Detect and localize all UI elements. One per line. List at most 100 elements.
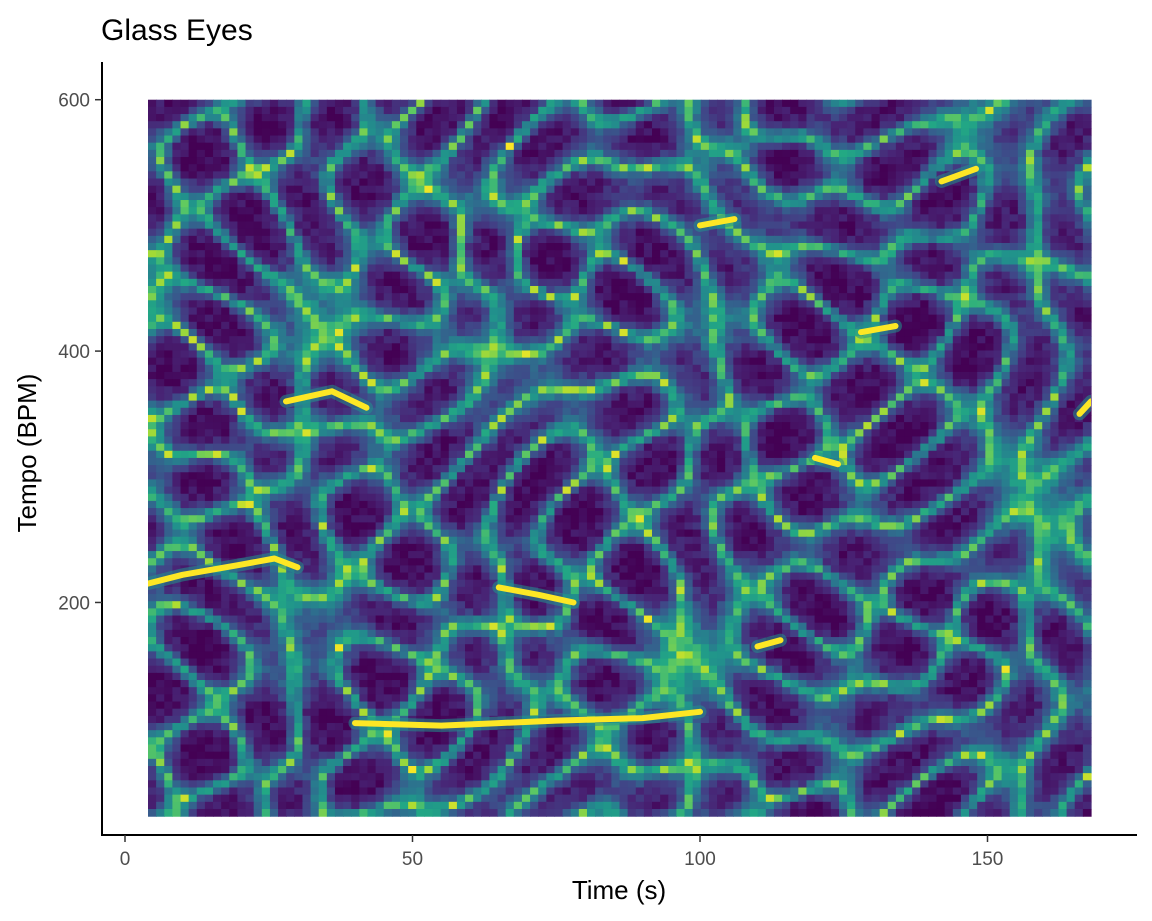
heatmap-cell	[269, 250, 279, 258]
heatmap-cell	[652, 379, 661, 387]
heatmap-cell	[782, 207, 791, 215]
heatmap-cell	[343, 171, 352, 180]
heatmap-cell	[936, 371, 946, 380]
heatmap-cell	[408, 293, 417, 301]
heatmap-cell	[700, 121, 710, 129]
heatmap-cell	[489, 149, 499, 158]
heatmap-cell	[725, 207, 734, 215]
heatmap-cell	[928, 400, 938, 409]
heatmap-cell	[887, 114, 897, 122]
heatmap-cell	[562, 99, 572, 108]
heatmap-cell	[790, 164, 799, 172]
heatmap-cell	[700, 314, 710, 323]
heatmap-cell	[692, 386, 702, 395]
heatmap-cell	[1058, 336, 1068, 344]
heatmap-cell	[261, 343, 271, 352]
heatmap-cell	[172, 264, 182, 273]
heatmap-cell	[432, 278, 442, 287]
heatmap-cell	[879, 278, 889, 287]
heatmap-cell	[912, 328, 921, 337]
heatmap-cell	[497, 264, 507, 273]
heatmap-cell	[725, 350, 734, 359]
heatmap-cell	[1058, 257, 1068, 266]
heatmap-cell	[497, 164, 507, 172]
heatmap-cell	[1009, 307, 1019, 316]
heatmap-cell	[1058, 185, 1068, 194]
heatmap-cell	[269, 386, 279, 395]
heatmap-cell	[1050, 264, 1060, 273]
heatmap-cell	[294, 200, 304, 208]
heatmap-cell	[278, 350, 287, 359]
heatmap-cell	[1042, 200, 1051, 208]
heatmap-cell	[465, 135, 474, 144]
heatmap-cell	[676, 343, 686, 352]
heatmap-cell	[993, 314, 1003, 323]
heatmap-cell	[960, 243, 970, 251]
heatmap-cell	[1082, 257, 1092, 266]
heatmap-cell	[863, 185, 873, 194]
heatmap-cell	[1082, 121, 1092, 129]
heatmap-cell	[904, 371, 913, 380]
heatmap-cell	[790, 350, 799, 359]
heatmap-cell	[221, 121, 230, 129]
heatmap-cell	[692, 321, 702, 330]
heatmap-cell	[725, 142, 734, 151]
heatmap-cell	[530, 371, 539, 380]
heatmap-cell	[790, 400, 799, 409]
heatmap-cell	[1001, 149, 1011, 158]
heatmap-cell	[343, 164, 352, 172]
heatmap-cell	[1034, 357, 1043, 366]
heatmap-cell	[156, 350, 165, 359]
heatmap-cell	[383, 328, 393, 337]
heatmap-cell	[513, 99, 523, 108]
heatmap-cell	[855, 321, 864, 330]
heatmap-cell	[838, 336, 848, 344]
heatmap-cell	[310, 114, 320, 122]
heatmap-cell	[1009, 328, 1019, 337]
heatmap-cell	[180, 336, 190, 344]
heatmap-cell	[310, 357, 320, 366]
heatmap-cell	[977, 364, 986, 373]
heatmap-cell	[448, 164, 458, 172]
heatmap-cell	[798, 106, 808, 115]
heatmap-cell	[944, 379, 954, 387]
heatmap-cell	[562, 371, 572, 380]
heatmap-cell	[383, 106, 393, 115]
heatmap-cell	[359, 106, 369, 115]
heatmap-cell	[806, 235, 816, 244]
heatmap-cell	[578, 164, 588, 172]
heatmap-cell	[172, 99, 182, 108]
heatmap-cell	[757, 293, 767, 301]
heatmap-cell	[367, 142, 377, 151]
heatmap-cell	[326, 364, 336, 373]
heatmap-cell	[668, 99, 678, 108]
heatmap-cell	[1074, 99, 1084, 108]
heatmap-cell	[830, 243, 840, 251]
heatmap-cell	[505, 357, 515, 366]
heatmap-cell	[1025, 386, 1035, 395]
heatmap-cell	[700, 264, 710, 273]
heatmap-cell	[408, 228, 417, 237]
heatmap-cell	[814, 243, 824, 251]
heatmap-cell	[1050, 300, 1060, 309]
heatmap-cell	[530, 379, 539, 387]
heatmap-cell	[725, 243, 734, 251]
heatmap-cell	[570, 343, 580, 352]
heatmap-cell	[375, 278, 385, 287]
heatmap-cell	[164, 207, 173, 215]
heatmap-cell	[879, 235, 889, 244]
heatmap-cell	[334, 221, 344, 230]
heatmap-cell	[798, 128, 808, 137]
heatmap-cell	[611, 379, 621, 387]
heatmap-cell	[148, 243, 157, 251]
heatmap-cell	[1025, 135, 1035, 144]
heatmap-cell	[530, 271, 539, 280]
heatmap-cell	[294, 99, 304, 108]
heatmap-cell	[912, 178, 921, 187]
heatmap-cell	[708, 271, 718, 280]
heatmap-cell	[725, 235, 734, 244]
heatmap-cell	[448, 243, 458, 251]
heatmap-cell	[863, 243, 873, 251]
heatmap-cell	[424, 221, 434, 230]
heatmap-cell	[343, 271, 352, 280]
